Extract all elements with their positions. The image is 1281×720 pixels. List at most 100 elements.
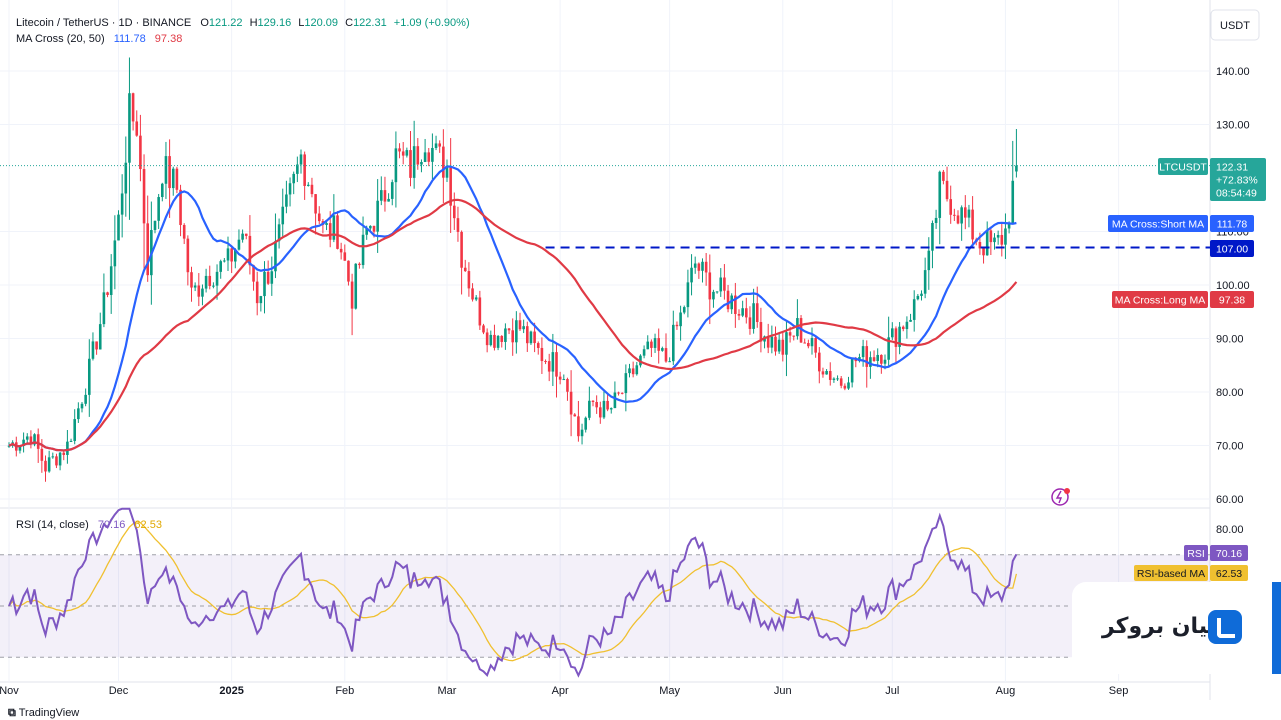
candle-body	[489, 334, 493, 346]
candle-body	[390, 182, 394, 199]
candle-body	[905, 321, 909, 330]
candle-body	[507, 328, 511, 331]
candle-body	[920, 293, 923, 296]
moving-averages	[8, 165, 1018, 452]
candle-body	[956, 215, 960, 224]
candle-body	[33, 434, 36, 445]
time-tick-label: May	[659, 685, 680, 697]
candle-body	[496, 335, 500, 348]
candle-body	[672, 324, 675, 362]
candle-body	[347, 260, 350, 282]
broker-watermark: لیان بروکر	[1072, 582, 1281, 674]
candle-body	[964, 207, 967, 218]
candle-body	[310, 184, 314, 195]
candle-body	[518, 320, 522, 330]
candle-body	[445, 167, 449, 178]
candle-body	[945, 180, 949, 200]
candle-body	[91, 341, 95, 359]
candle-body	[478, 297, 482, 326]
candle-body	[401, 151, 405, 156]
candle-body	[650, 341, 653, 348]
candle-body	[792, 335, 796, 337]
candle-body	[380, 190, 383, 201]
candle-body	[142, 169, 146, 224]
candle-body	[993, 237, 996, 243]
candle-body	[734, 295, 737, 314]
candle-body	[613, 392, 617, 409]
candle-body	[168, 156, 171, 189]
currency-button[interactable]: USDT	[1210, 9, 1260, 41]
candle-body	[515, 320, 518, 343]
axes: 60.0070.0080.0090.00100.00110.00130.0014…	[0, 66, 1250, 697]
rsi-ma-tag: RSI-based MA 62.53	[1134, 565, 1248, 581]
candle-body	[219, 261, 222, 272]
candle-body	[259, 296, 263, 304]
candle-body	[803, 342, 806, 344]
candle-body	[36, 434, 40, 449]
candle-body	[383, 190, 387, 202]
candle-body	[420, 162, 423, 165]
candle-body	[693, 263, 697, 268]
candle-body	[774, 336, 777, 352]
candle-body	[978, 242, 982, 249]
candle-body	[139, 135, 142, 170]
candle-body	[463, 267, 467, 272]
candle-body	[482, 325, 485, 333]
rsi-lines	[8, 507, 1018, 678]
candle-body	[642, 349, 646, 356]
candle-body	[821, 371, 825, 375]
time-tick-label: Feb	[335, 685, 354, 697]
candle-body	[953, 214, 956, 216]
candle-body	[558, 376, 562, 380]
candle-body	[814, 338, 817, 353]
candle-body	[536, 343, 540, 348]
alert-icon[interactable]	[1051, 488, 1070, 506]
candle-body	[500, 335, 504, 342]
candle-body	[569, 391, 573, 415]
candle-body	[839, 378, 843, 386]
candle-body	[270, 271, 274, 284]
support-level	[0, 165, 1210, 249]
candle-body	[212, 285, 215, 287]
candle-body	[223, 260, 226, 262]
candle-body	[409, 150, 412, 178]
candle-body	[595, 401, 598, 408]
candle-body	[810, 338, 814, 347]
candle-body	[135, 121, 139, 136]
candle-body	[274, 241, 277, 272]
candle-body	[748, 317, 752, 329]
candle-body	[22, 439, 25, 446]
candle-body	[1004, 228, 1007, 245]
svg-text:08:54:49: 08:54:49	[1216, 188, 1257, 200]
candle-body	[690, 267, 693, 283]
candle-body	[799, 318, 803, 343]
time-tick-label: Nov	[0, 685, 19, 697]
rsi-tag: RSI 70.16	[1184, 545, 1248, 561]
svg-text:62.53: 62.53	[1216, 568, 1242, 580]
candle-body	[701, 261, 704, 271]
candle-body	[865, 346, 869, 367]
candle-body	[120, 193, 124, 215]
price-tick-label: 130.00	[1216, 120, 1250, 132]
candle-body	[179, 189, 182, 226]
candle-body	[358, 263, 361, 266]
candle-body	[755, 303, 759, 323]
candle-body	[1007, 223, 1011, 229]
candle-body	[241, 233, 244, 240]
candle-body	[949, 199, 952, 215]
tradingview-logo: ⧉ TradingView	[8, 707, 80, 719]
candle-body	[697, 263, 701, 271]
svg-text:LTCUSDT: LTCUSDT	[1159, 162, 1207, 174]
candle-body	[891, 328, 894, 338]
candle-body	[398, 148, 401, 152]
candle-body	[328, 223, 332, 240]
svg-text:MA Cross:Long MA: MA Cross:Long MA	[1115, 295, 1205, 307]
svg-text:111.78: 111.78	[1217, 219, 1248, 231]
candle-body	[350, 281, 354, 309]
candle-body	[880, 354, 883, 364]
candle-body	[47, 457, 51, 472]
candle-body	[828, 371, 832, 380]
candle-body	[529, 331, 533, 344]
legend-symbol: Litecoin / TetherUS · 1D · BINANCE O121.…	[16, 17, 470, 29]
